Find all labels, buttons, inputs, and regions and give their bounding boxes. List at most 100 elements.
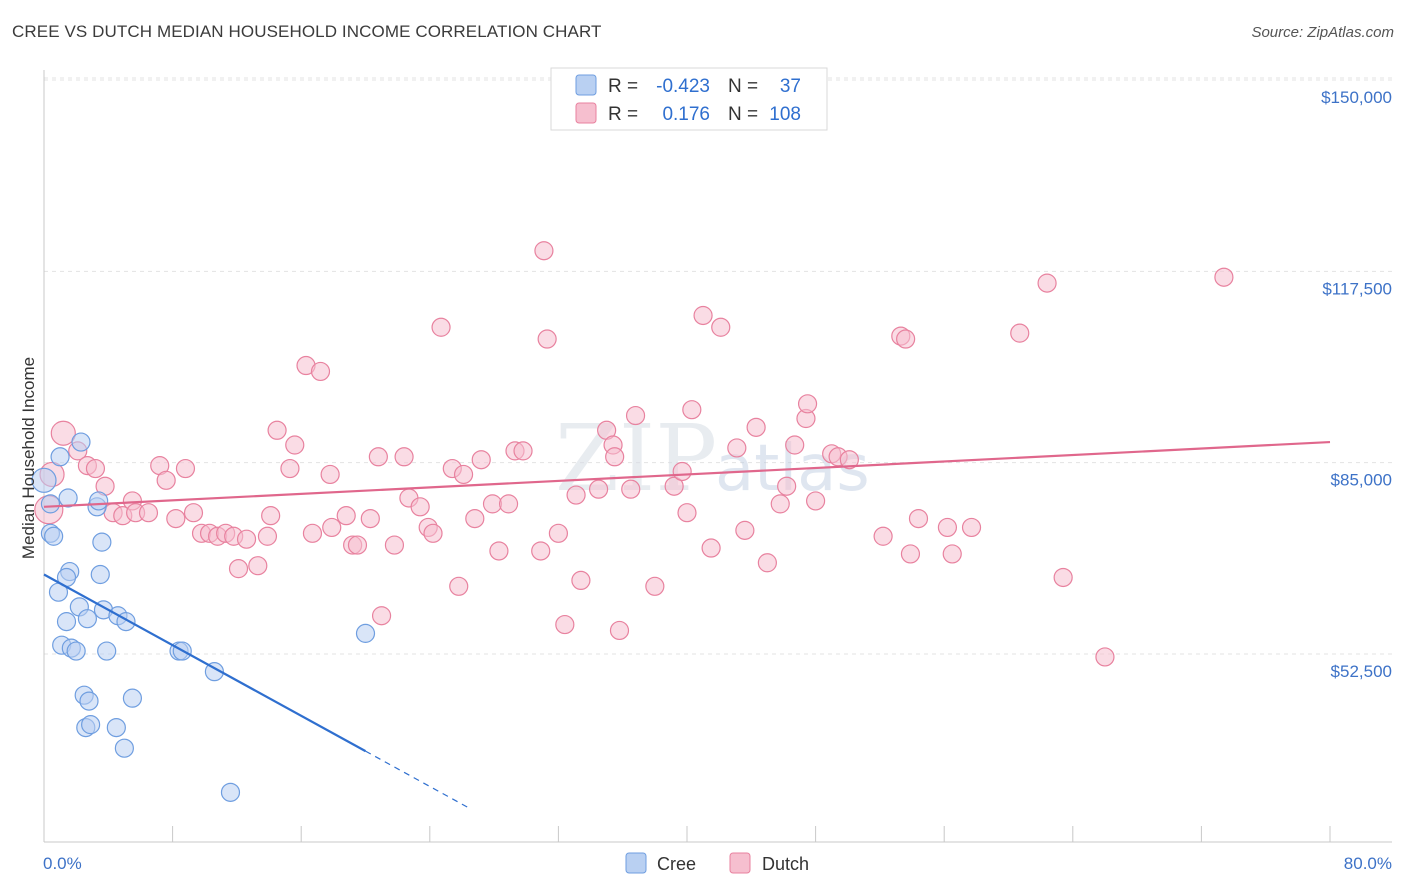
dutch-r-label: R = bbox=[608, 104, 638, 125]
dutch-point bbox=[571, 570, 591, 591]
dutch-point bbox=[166, 508, 186, 529]
y-tick-label: $85,000 bbox=[1331, 471, 1392, 490]
cree-trend-extension bbox=[365, 750, 471, 810]
cree-point bbox=[106, 717, 126, 738]
cree-r-value: -0.423 bbox=[656, 76, 710, 97]
dutch-point bbox=[1214, 267, 1234, 287]
dutch-point bbox=[896, 329, 916, 349]
dutch-trend-line bbox=[43, 440, 1331, 508]
dutch-point bbox=[371, 606, 392, 626]
dutch-point bbox=[85, 458, 106, 479]
dutch-point bbox=[482, 494, 503, 514]
dutch-point bbox=[1053, 567, 1073, 588]
dutch-point bbox=[746, 417, 766, 437]
dutch-points bbox=[34, 241, 1234, 667]
dutch-point bbox=[805, 491, 826, 511]
dutch-point bbox=[513, 441, 533, 461]
cree-point bbox=[79, 691, 99, 711]
dutch-point bbox=[431, 317, 451, 337]
cree-point bbox=[89, 491, 109, 511]
dutch-point bbox=[735, 520, 755, 540]
dutch-point bbox=[937, 517, 958, 538]
dutch-point bbox=[672, 461, 692, 482]
x-tick-max: 80.0% bbox=[1344, 854, 1392, 873]
cree-point bbox=[81, 715, 101, 735]
dutch-point bbox=[770, 494, 790, 514]
dutch-point bbox=[555, 614, 575, 635]
y-tick-label: $150,000 bbox=[1321, 88, 1392, 107]
cree-point bbox=[44, 526, 64, 546]
cree-point bbox=[31, 467, 57, 493]
dutch-point bbox=[489, 541, 509, 561]
dutch-legend-label: Dutch bbox=[762, 854, 809, 874]
cree-point bbox=[92, 532, 112, 552]
dutch-point bbox=[531, 541, 551, 561]
cree-point bbox=[71, 432, 91, 452]
dutch-n-value: 108 bbox=[769, 104, 801, 125]
dutch-point bbox=[228, 559, 249, 579]
dutch-point bbox=[625, 405, 646, 426]
dutch-point bbox=[900, 544, 921, 564]
dutch-point bbox=[682, 400, 702, 420]
dutch-point bbox=[588, 479, 609, 499]
cree-points bbox=[31, 432, 376, 802]
dutch-point bbox=[248, 556, 268, 576]
dutch-point bbox=[566, 485, 586, 505]
cree-n-label: N = bbox=[728, 76, 758, 97]
dutch-point bbox=[1010, 323, 1030, 343]
dutch-point bbox=[322, 517, 342, 538]
dutch-point bbox=[394, 447, 414, 467]
y-tick-label: $52,500 bbox=[1331, 662, 1392, 681]
cree-bottom-swatch bbox=[625, 852, 647, 874]
dutch-point bbox=[693, 305, 713, 326]
dutch-point bbox=[873, 526, 893, 546]
dutch-point bbox=[711, 317, 731, 337]
dutch-point bbox=[453, 464, 474, 485]
dutch-point bbox=[777, 476, 797, 496]
dutch-point bbox=[757, 553, 777, 573]
cree-point bbox=[122, 688, 143, 708]
cree-point bbox=[97, 641, 117, 661]
dutch-point bbox=[942, 544, 962, 564]
dutch-point bbox=[534, 241, 554, 261]
cree-point bbox=[66, 641, 86, 661]
chart-source: Source: ZipAtlas.com bbox=[1251, 24, 1394, 41]
dutch-bottom-swatch bbox=[729, 852, 751, 874]
dutch-point bbox=[347, 535, 368, 555]
dutch-point bbox=[727, 438, 747, 458]
series-legend: Cree Dutch bbox=[625, 852, 809, 874]
dutch-point bbox=[664, 476, 684, 496]
stats-legend-box bbox=[550, 67, 828, 131]
x-tick-min: 0.0% bbox=[43, 854, 82, 873]
dutch-point bbox=[257, 526, 278, 546]
y-axis-label: Median Household Income bbox=[19, 357, 38, 559]
dutch-legend-swatch bbox=[575, 102, 597, 124]
dutch-point bbox=[785, 435, 805, 455]
cree-point bbox=[58, 488, 78, 508]
dutch-n-label: N = bbox=[728, 104, 758, 125]
dutch-point bbox=[368, 447, 388, 467]
stats-legend: R = -0.423 N = 37 R = 0.176 N = 108 bbox=[550, 67, 828, 131]
cree-point bbox=[220, 782, 241, 802]
dutch-point bbox=[498, 494, 519, 514]
y-tick-labels: $52,500 $85,000 $117,500 $150,000 bbox=[1321, 88, 1392, 681]
chart-title: CREE VS DUTCH MEDIAN HOUSEHOLD INCOME CO… bbox=[12, 22, 602, 41]
cree-r-label: R = bbox=[608, 76, 638, 97]
trend-lines bbox=[43, 440, 1331, 810]
cree-legend-swatch bbox=[575, 74, 597, 96]
dutch-point bbox=[621, 479, 641, 499]
cree-point bbox=[50, 447, 70, 467]
cree-point bbox=[40, 494, 61, 514]
axes bbox=[43, 70, 1392, 843]
dutch-point bbox=[449, 576, 469, 596]
cree-n-value: 37 bbox=[780, 76, 801, 97]
dutch-point bbox=[175, 458, 196, 479]
dutch-point bbox=[320, 464, 340, 485]
dutch-point bbox=[1037, 273, 1057, 293]
dutch-point bbox=[267, 420, 287, 440]
dutch-point bbox=[410, 497, 430, 517]
dutch-point bbox=[285, 435, 305, 455]
dutch-point bbox=[961, 517, 982, 538]
dutch-point bbox=[183, 503, 204, 523]
dutch-point bbox=[548, 523, 569, 543]
